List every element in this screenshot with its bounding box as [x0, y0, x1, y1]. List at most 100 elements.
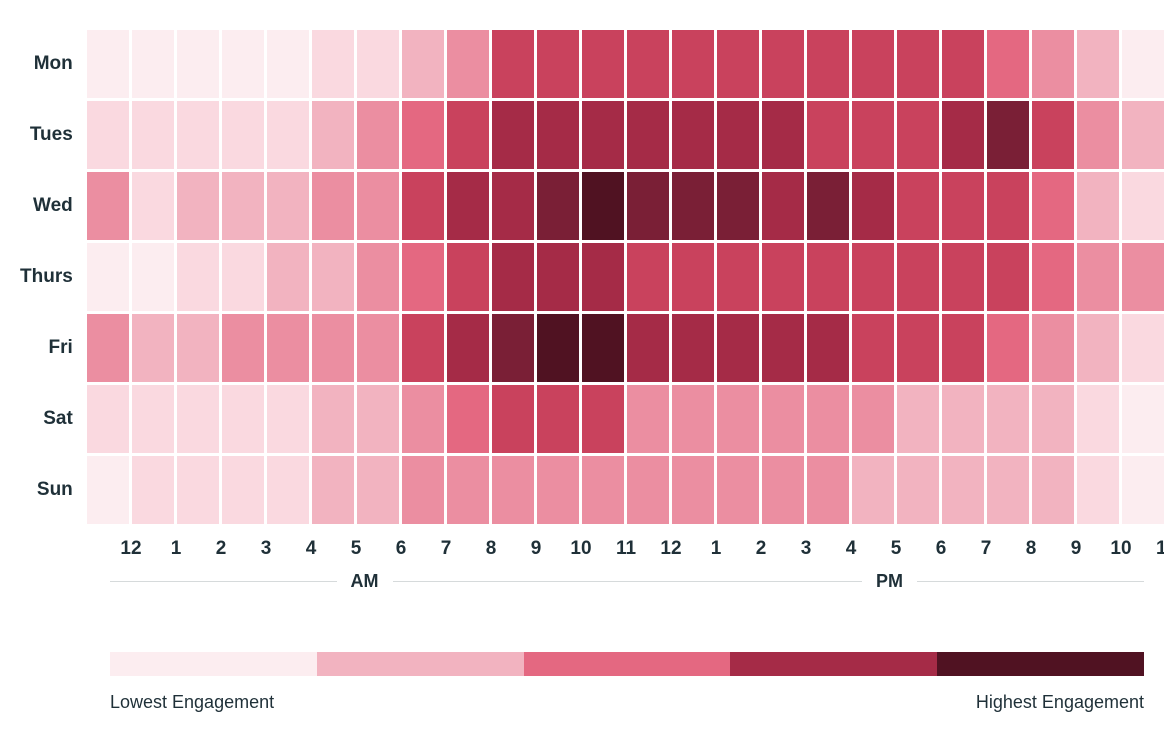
x-axis: 121234567891011121234567891011 AM PM: [110, 538, 1144, 592]
legend-low-label: Lowest Engagement: [110, 692, 274, 713]
heatmap-cell: [177, 30, 219, 98]
heatmap-cell: [942, 172, 984, 240]
hour-label: 5: [335, 538, 377, 560]
hour-label: 5: [875, 538, 917, 560]
engagement-heatmap: MonTuesWedThursFriSatSun 121234567891011…: [20, 30, 1144, 713]
heatmap-cell: [402, 30, 444, 98]
hour-label: 4: [290, 538, 332, 560]
heatmap-cell: [942, 243, 984, 311]
heatmap-cell: [582, 314, 624, 382]
heatmap-cell: [762, 243, 804, 311]
hour-label: 11: [605, 538, 647, 560]
heatmap-cell: [1032, 101, 1074, 169]
hour-label: 1: [695, 538, 737, 560]
heatmap-cell: [492, 101, 534, 169]
heatmap-cell: [177, 243, 219, 311]
heatmap-cell: [222, 172, 264, 240]
heatmap-cell: [672, 172, 714, 240]
heatmap-cell: [177, 385, 219, 453]
heatmap-cell: [267, 172, 309, 240]
legend-high-label: Highest Engagement: [976, 692, 1144, 713]
heatmap-cell: [1077, 243, 1119, 311]
heatmap-cell: [87, 385, 129, 453]
heatmap-cell: [132, 385, 174, 453]
heatmap-cell: [852, 243, 894, 311]
heatmap-cell: [1077, 314, 1119, 382]
heatmap-cell: [852, 314, 894, 382]
day-label: Mon: [20, 30, 73, 98]
heatmap-cell: [672, 385, 714, 453]
heatmap-cell: [672, 30, 714, 98]
hour-label: 8: [1010, 538, 1052, 560]
heatmap-cell: [942, 314, 984, 382]
hour-label: 8: [470, 538, 512, 560]
heatmap-cell: [1122, 456, 1164, 524]
heatmap-grid: [87, 30, 1164, 524]
heatmap-cell: [762, 314, 804, 382]
heatmap-cell: [942, 30, 984, 98]
heatmap-cell: [492, 385, 534, 453]
heatmap-cell: [1032, 314, 1074, 382]
heatmap-cell: [852, 172, 894, 240]
heatmap-cell: [312, 101, 354, 169]
heatmap-cell: [627, 385, 669, 453]
heatmap-cell: [627, 30, 669, 98]
heatmap-cell: [897, 30, 939, 98]
day-label: Tues: [20, 101, 73, 169]
heatmap-cell: [132, 314, 174, 382]
hour-label: 7: [965, 538, 1007, 560]
heatmap-cell: [852, 101, 894, 169]
heatmap-cell: [312, 314, 354, 382]
heatmap-cell: [267, 314, 309, 382]
heatmap-cell: [312, 30, 354, 98]
heatmap-cell: [222, 456, 264, 524]
hour-label: 12: [650, 538, 692, 560]
day-label: Sun: [20, 456, 73, 524]
hour-label: 3: [785, 538, 827, 560]
heatmap-cell: [357, 385, 399, 453]
am-section: AM: [110, 570, 627, 592]
hour-label: 10: [560, 538, 602, 560]
hour-label: 10: [1100, 538, 1142, 560]
hour-label: 12: [110, 538, 152, 560]
heatmap-cell: [87, 30, 129, 98]
heatmap-cell: [807, 243, 849, 311]
heatmap-cell: [537, 314, 579, 382]
hour-label: 2: [740, 538, 782, 560]
heatmap-cell: [537, 30, 579, 98]
heatmap-cell: [222, 385, 264, 453]
heatmap-cell: [987, 30, 1029, 98]
legend-segment: [110, 652, 317, 676]
heatmap-cell: [672, 101, 714, 169]
heatmap-cell: [582, 172, 624, 240]
heatmap-cell: [132, 243, 174, 311]
ampm-row: AM PM: [110, 570, 1144, 592]
heatmap-cell: [897, 243, 939, 311]
heatmap-cell: [447, 314, 489, 382]
heatmap-cell: [537, 101, 579, 169]
heatmap-cell: [717, 243, 759, 311]
heatmap-cell: [1077, 101, 1119, 169]
legend-segment: [317, 652, 524, 676]
heatmap-cell: [312, 172, 354, 240]
heatmap-cell: [582, 243, 624, 311]
legend-segment: [730, 652, 937, 676]
hour-label: 9: [515, 538, 557, 560]
heatmap-cell: [1077, 30, 1119, 98]
hour-label: 4: [830, 538, 872, 560]
pm-label: PM: [862, 571, 917, 592]
hour-label: 11: [1145, 538, 1164, 560]
legend-labels: Lowest Engagement Highest Engagement: [110, 692, 1144, 713]
heatmap-cell: [132, 101, 174, 169]
heatmap-cell: [762, 456, 804, 524]
heatmap-cell: [1032, 30, 1074, 98]
heatmap-cell: [492, 314, 534, 382]
heatmap-cell: [402, 172, 444, 240]
heatmap-cell: [942, 456, 984, 524]
heatmap-cell: [627, 101, 669, 169]
heatmap-cell: [897, 314, 939, 382]
heatmap-cell: [807, 101, 849, 169]
heatmap-cell: [447, 385, 489, 453]
heatmap-cell: [177, 172, 219, 240]
heatmap-cell: [492, 243, 534, 311]
